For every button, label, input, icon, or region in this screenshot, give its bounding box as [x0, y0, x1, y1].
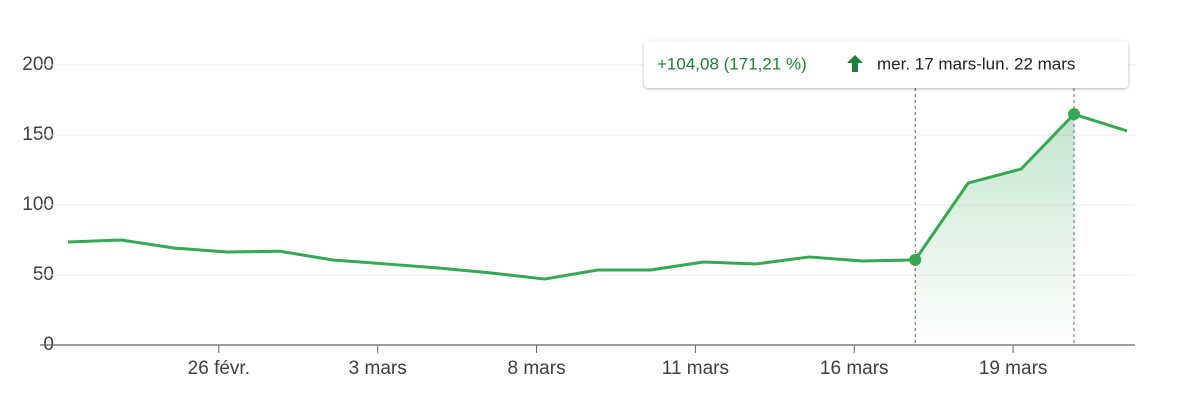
x-tick-label: 8 mars [508, 358, 566, 379]
y-tick-label: 100 [22, 194, 54, 215]
x-tick-label: 16 mars [820, 358, 889, 379]
range-label: mer. 17 mars-lun. 22 mars [877, 54, 1075, 73]
point [909, 253, 922, 266]
point [1068, 108, 1081, 121]
x-tick-label: 11 mars [662, 358, 729, 379]
tooltip [644, 41, 1128, 88]
y-tick-label: 200 [22, 54, 54, 75]
line [67, 112, 1128, 281]
x-tick-label: 19 mars [979, 358, 1048, 379]
selection-area [915, 114, 1075, 345]
change-label: +104,08 (171,21 %) [657, 54, 807, 73]
x-tick-label: 26 févr. [188, 358, 250, 379]
x-tick-label: 3 mars [349, 358, 407, 379]
up-arrow [847, 55, 863, 72]
y-tick-label: 150 [22, 124, 54, 145]
